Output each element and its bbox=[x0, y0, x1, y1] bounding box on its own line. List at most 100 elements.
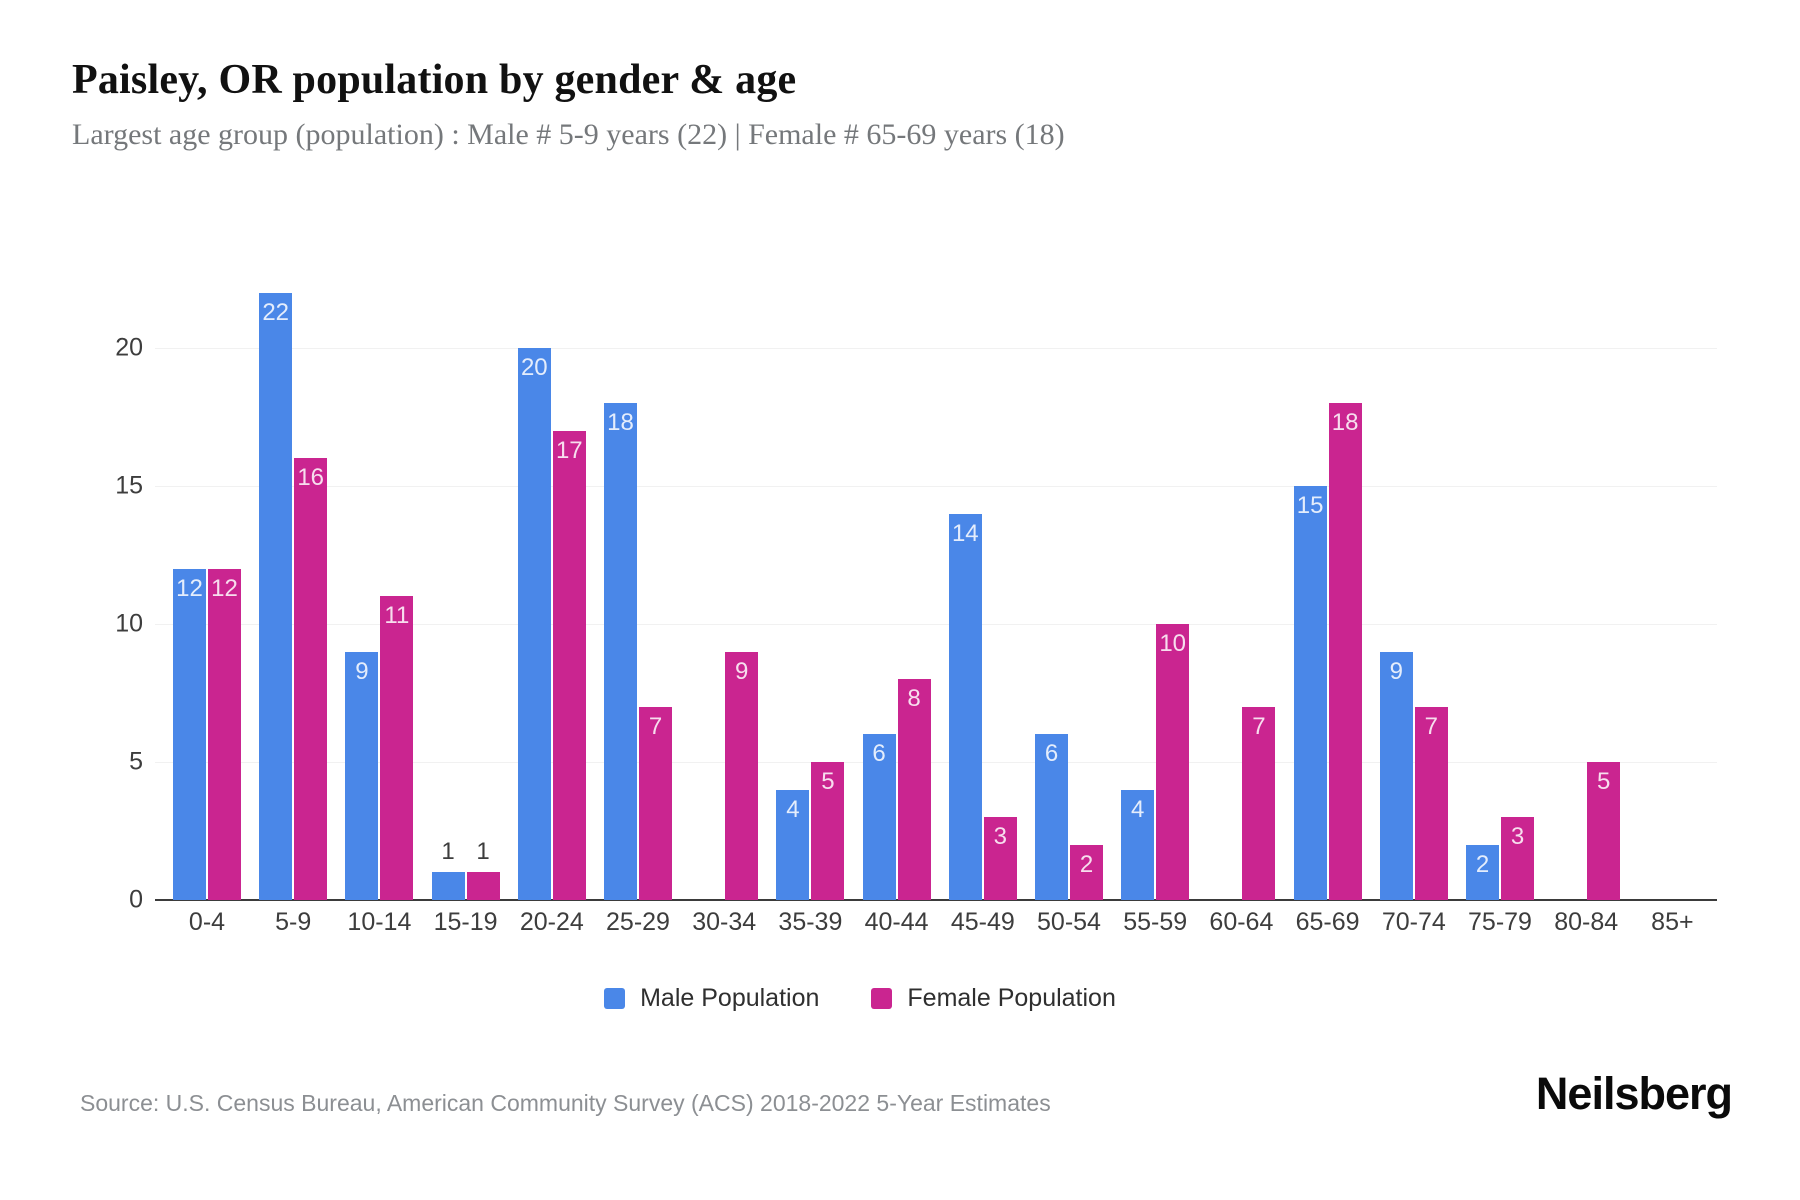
male-legend-swatch-icon bbox=[604, 988, 626, 1009]
x-axis-tick-label: 35-39 bbox=[778, 908, 843, 936]
bar-female bbox=[1587, 762, 1621, 900]
bar-female bbox=[1070, 844, 1103, 900]
legend-label-female: Female Population bbox=[907, 984, 1116, 1012]
bar-male bbox=[948, 513, 982, 900]
bar-male bbox=[345, 651, 379, 900]
bar-female bbox=[466, 872, 500, 900]
x-axis-tick-label: 85+ bbox=[1651, 908, 1694, 936]
bar-value-label: 10 bbox=[1159, 630, 1187, 657]
bar-male bbox=[1293, 486, 1327, 900]
bar-value-label: 16 bbox=[297, 464, 325, 492]
x-axis-tick-label: 0-4 bbox=[188, 908, 226, 936]
bar-male bbox=[1035, 734, 1068, 900]
bar-value-label: 2 bbox=[1475, 850, 1490, 878]
bar-male bbox=[1379, 651, 1413, 900]
x-axis-tick-label: 5-9 bbox=[275, 908, 312, 936]
x-axis-tick-label: 30-34 bbox=[692, 908, 757, 936]
bar-male bbox=[1466, 844, 1499, 900]
bar-value-label: 8 bbox=[907, 685, 921, 713]
chart-legend: Male Population Female Population bbox=[0, 984, 1720, 1013]
bar-female bbox=[1156, 624, 1190, 900]
x-axis-tick-label: 60-64 bbox=[1209, 908, 1274, 936]
bar-female bbox=[294, 458, 328, 900]
legend-label-male: Male Population bbox=[640, 984, 820, 1012]
bar-value-label: 4 bbox=[786, 795, 800, 823]
bar-value-label: 12 bbox=[211, 574, 238, 602]
x-axis-tick-label: 55-59 bbox=[1123, 908, 1188, 936]
bar-value-label: 9 bbox=[355, 657, 369, 685]
legend-item-male[interactable]: Male Population bbox=[604, 984, 819, 1013]
bar-female bbox=[552, 430, 586, 900]
x-axis-tick-label: 65-69 bbox=[1295, 908, 1360, 936]
bar-female bbox=[380, 596, 414, 900]
gridline bbox=[155, 624, 1717, 625]
source-attribution: Source: U.S. Census Bureau, American Com… bbox=[80, 1090, 1051, 1116]
bar-female bbox=[983, 817, 1017, 900]
x-axis-tick-label: 20-24 bbox=[519, 908, 584, 936]
y-axis-tick-label: 10 bbox=[115, 609, 143, 638]
x-axis-tick-label: 80-84 bbox=[1554, 908, 1619, 936]
bar-value-label: 7 bbox=[1252, 712, 1266, 740]
y-axis-tick-label: 5 bbox=[129, 747, 143, 776]
bar-female bbox=[1501, 817, 1534, 900]
bar-value-label: 7 bbox=[648, 712, 663, 740]
gridline bbox=[155, 486, 1717, 487]
x-axis-tick-label: 40-44 bbox=[864, 908, 929, 936]
bar-value-label: 5 bbox=[1597, 768, 1611, 795]
bar-value-label: 4 bbox=[1131, 795, 1145, 823]
bar-male bbox=[431, 872, 465, 900]
female-legend-swatch-icon bbox=[871, 988, 893, 1009]
bar-value-label: 22 bbox=[262, 298, 290, 326]
bar-value-label: 3 bbox=[1510, 823, 1525, 851]
x-axis-tick-label: 50-54 bbox=[1037, 908, 1101, 936]
x-axis-tick-label: 15-19 bbox=[433, 908, 498, 936]
page-subtitle: Largest age group (population) : Male # … bbox=[72, 118, 1065, 151]
neilsberg-logo: Neilsberg bbox=[1535, 1068, 1733, 1119]
bar-female bbox=[811, 762, 845, 900]
bar-value-label: 9 bbox=[1389, 657, 1403, 685]
bar-male bbox=[1121, 789, 1155, 900]
bar-female bbox=[725, 651, 759, 900]
bar-value-label: 6 bbox=[872, 740, 886, 768]
bar-female bbox=[1242, 706, 1276, 900]
bar-value-label: 17 bbox=[555, 436, 583, 464]
bar-value-label: 9 bbox=[735, 657, 749, 685]
x-axis-tick-label: 45-49 bbox=[950, 908, 1015, 936]
bar-male bbox=[862, 734, 896, 900]
bar-value-label: 11 bbox=[384, 602, 410, 630]
bar-value-label: 7 bbox=[1424, 712, 1438, 740]
bar-value-label: 12 bbox=[176, 574, 203, 602]
x-axis-tick-label: 25-29 bbox=[606, 908, 670, 936]
bar-value-label: 1 bbox=[476, 838, 490, 866]
gridline bbox=[155, 762, 1717, 763]
bar-female bbox=[208, 568, 241, 900]
bar-value-label: 1 bbox=[441, 838, 455, 866]
bar-value-label: 3 bbox=[993, 823, 1007, 851]
legend-item-female[interactable]: Female Population bbox=[871, 984, 1116, 1013]
bar-male bbox=[604, 403, 637, 900]
page-title: Paisley, OR population by gender & age bbox=[72, 57, 797, 103]
bar-value-label: 5 bbox=[821, 768, 835, 795]
y-axis-tick-label: 0 bbox=[129, 885, 143, 914]
bar-value-label: 18 bbox=[607, 409, 634, 437]
bar-value-label: 6 bbox=[1044, 740, 1059, 768]
gridline bbox=[155, 348, 1717, 349]
bar-value-label: 14 bbox=[951, 519, 979, 547]
bar-value-label: 20 bbox=[520, 354, 548, 381]
bar-value-label: 15 bbox=[1296, 492, 1324, 519]
y-axis-tick-label: 15 bbox=[115, 471, 143, 500]
bar-female bbox=[1414, 706, 1448, 900]
bar-male bbox=[776, 789, 810, 900]
bar-male bbox=[173, 568, 206, 900]
x-axis-tick-label: 10-14 bbox=[347, 908, 412, 936]
bar-value-label: 18 bbox=[1331, 409, 1359, 437]
bar-value-label: 2 bbox=[1079, 850, 1094, 878]
y-axis-tick-label: 20 bbox=[115, 333, 143, 362]
bar-female bbox=[1328, 403, 1362, 900]
bar-male bbox=[259, 292, 293, 900]
x-axis-line bbox=[155, 899, 1717, 901]
bar-female bbox=[639, 706, 672, 900]
x-axis-tick-label: 70-74 bbox=[1381, 908, 1446, 936]
bar-male bbox=[517, 348, 551, 900]
